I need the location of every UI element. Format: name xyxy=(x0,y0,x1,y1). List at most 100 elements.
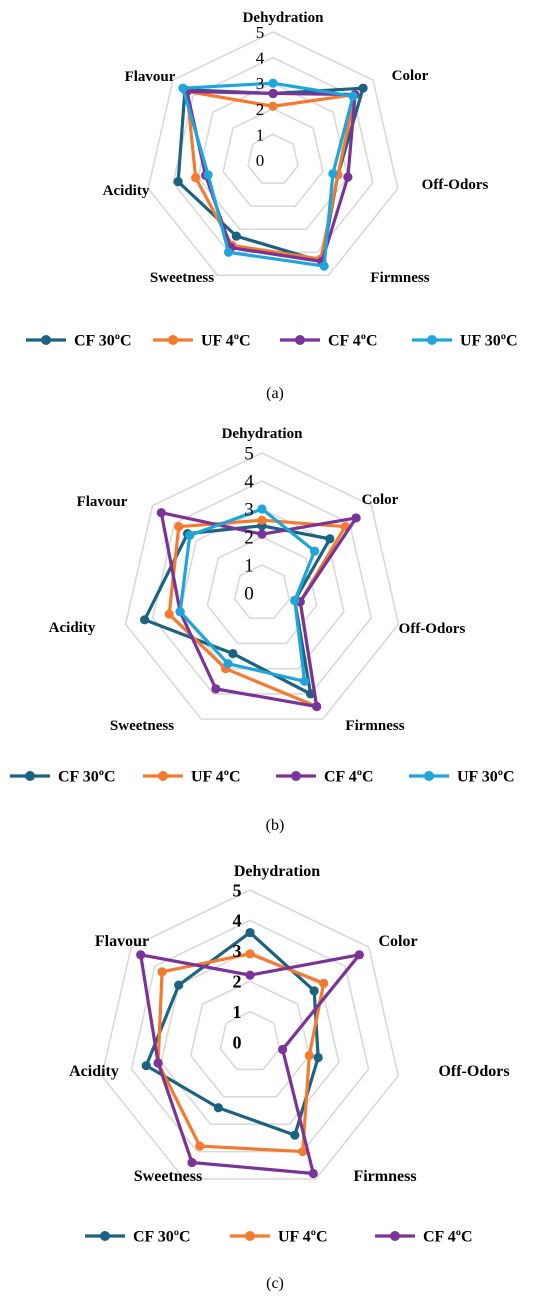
data-point-acidity xyxy=(191,173,201,183)
panel-caption: (a) xyxy=(266,385,284,402)
panel-caption: (b) xyxy=(266,817,285,834)
legend-swatch-marker xyxy=(390,1231,400,1241)
data-point-flavour xyxy=(178,83,188,93)
legend-label: UF 4ºC xyxy=(191,769,241,786)
axis-label-firmness: Firmness xyxy=(345,718,404,734)
axis-label-sweetness: Sweetness xyxy=(150,270,214,286)
legend-swatch-marker xyxy=(295,335,305,345)
data-point-firmness xyxy=(298,1146,308,1157)
data-point-off-odors xyxy=(313,1052,323,1063)
data-point-acidity xyxy=(164,609,174,619)
data-point-dehydration xyxy=(245,970,255,980)
series-line xyxy=(178,507,317,683)
panel-caption: (c) xyxy=(266,1275,284,1292)
radar-panel-c: 0 1 2 3 4 5 Dehydration Color Off-Odors Firmness S… xyxy=(0,848,550,1308)
data-point-color xyxy=(351,513,361,523)
data-point-dehydration xyxy=(245,927,255,938)
tick-label: 2 xyxy=(256,100,265,119)
legend-swatch-marker xyxy=(100,1231,110,1241)
data-point-acidity xyxy=(153,1058,163,1068)
grid-ring xyxy=(130,919,370,1153)
series-line xyxy=(139,953,361,1176)
axis-label-acidity: Acidity xyxy=(69,1063,119,1080)
data-point-acidity xyxy=(141,1061,151,1071)
axis-labels: Dehydration Color Off-Odors Firmness Sweetne… xyxy=(103,10,489,286)
legend-item-uf-30c: UF 30ºC xyxy=(409,769,515,786)
data-point-acidity xyxy=(175,607,185,617)
grid-ring xyxy=(197,82,349,230)
grid-ring xyxy=(222,107,324,207)
legend-item-cf-4c: CF 4ºC xyxy=(276,769,374,786)
legend-item-cf-4c: CF 4ºC xyxy=(280,333,378,350)
data-point-flavour xyxy=(136,950,146,960)
data-point-color xyxy=(309,986,319,996)
data-point-dehydration xyxy=(245,949,255,959)
data-point-firmness xyxy=(312,701,322,712)
data-point-dehydration xyxy=(268,101,278,111)
grid-ring xyxy=(233,564,291,620)
series-line xyxy=(167,518,347,709)
radar-panel-b: 0 1 2 3 4 5 Dehydration Color Off-Odors Firmness S… xyxy=(0,415,550,848)
tick-label: 0 xyxy=(233,1032,242,1052)
tick-label: 4 xyxy=(244,472,254,493)
data-point-off-odors xyxy=(278,1044,288,1055)
series-uf-4c xyxy=(153,949,329,1157)
legend-label: UF 4ºC xyxy=(278,1229,328,1246)
legend-swatch-marker xyxy=(41,335,51,345)
series-cf-30c xyxy=(141,927,323,1140)
data-point-off-odors xyxy=(290,595,300,606)
tick-label: 0 xyxy=(244,584,254,605)
legend: CF 30ºC UF 4ºC CF 4ºC UF 30ºC xyxy=(10,769,515,786)
data-point-flavour xyxy=(174,522,184,532)
data-point-sweetness xyxy=(187,1157,197,1168)
data-point-off-odors xyxy=(304,1050,314,1061)
axis-label-flavour: Flavour xyxy=(95,933,149,950)
series-uf-30c xyxy=(175,504,320,686)
axis-label-off-odors: Off-Odors xyxy=(422,177,489,193)
grid-ring xyxy=(124,452,400,720)
legend: CF 30ºC UF 4ºC CF 4ºC UF 30ºC xyxy=(26,333,518,350)
series-uf-30c xyxy=(178,78,358,271)
legend-item-cf-30c: CF 30ºC xyxy=(26,333,132,350)
radial-tick-labels: 0 1 2 3 4 5 xyxy=(256,23,265,170)
tick-label: 3 xyxy=(244,500,254,521)
legend-swatch-marker xyxy=(158,771,168,781)
series-line xyxy=(159,511,358,709)
legend-swatch-marker xyxy=(168,335,178,345)
data-point-dehydration xyxy=(257,529,267,539)
legend-label: UF 4ºC xyxy=(201,333,251,350)
axis-label-off-odors: Off-Odors xyxy=(399,621,466,637)
data-point-color xyxy=(358,83,368,93)
data-point-flavour xyxy=(156,508,166,518)
legend-item-uf-4c: UF 4ºC xyxy=(153,333,251,350)
tick-label: 2 xyxy=(244,528,254,549)
data-point-sweetness xyxy=(211,684,221,694)
data-point-color xyxy=(319,978,329,988)
tick-label: 3 xyxy=(256,74,265,93)
radar-panel-a: 0 1 2 3 4 5 Dehydration Color Off-Odors Firmness S… xyxy=(0,0,550,415)
data-point-flavour xyxy=(185,530,195,540)
data-point-sweetness xyxy=(223,659,233,669)
axis-label-color: Color xyxy=(392,68,429,84)
legend-swatch-marker xyxy=(427,335,437,345)
data-point-flavour xyxy=(157,967,167,977)
data-point-color xyxy=(325,534,335,544)
data-point-firmness xyxy=(319,261,329,271)
series-line xyxy=(181,81,355,268)
data-point-sweetness xyxy=(195,1141,205,1151)
grid-ring xyxy=(100,889,400,1180)
legend-swatch-marker xyxy=(25,771,35,781)
axis-label-firmness: Firmness xyxy=(353,1168,416,1185)
axis-label-color: Color xyxy=(378,933,417,950)
data-point-acidity xyxy=(203,170,213,180)
grid-ring xyxy=(147,31,399,277)
data-point-dehydration xyxy=(268,78,278,88)
radar-chart-b: 0 1 2 3 4 5 Dehydration Color Off-Odors Firmness S… xyxy=(10,426,515,834)
legend-label: CF 4ºC xyxy=(328,333,378,350)
legend-item-cf-30c: CF 30ºC xyxy=(10,769,116,786)
series-uf-4c xyxy=(164,515,350,712)
legend-label: CF 30ºC xyxy=(133,1229,191,1246)
data-point-sweetness xyxy=(228,648,238,659)
